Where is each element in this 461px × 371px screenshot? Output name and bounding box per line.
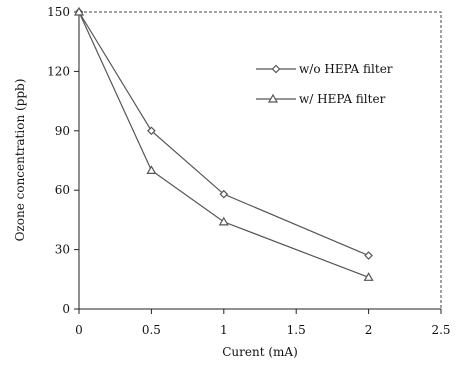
y-tick-label: 30 [55, 243, 70, 257]
x-ticks: 0 0.5 1 1.5 2 2.5 [75, 309, 451, 337]
data-point-diamond [364, 251, 373, 260]
series-line [78, 11, 369, 257]
legend: w/o HEPA filter w/ HEPA filter [256, 62, 393, 106]
y-tick-label: 90 [55, 124, 70, 138]
x-axis-title: Curent (mA) [222, 345, 298, 359]
x-tick-label: 2.5 [431, 323, 450, 337]
data-point-triangle [363, 272, 374, 281]
legend-diamond-marker [271, 64, 281, 74]
data-point-diamond [147, 126, 156, 136]
legend-item-without-hepa: w/o HEPA filter [256, 62, 393, 76]
y-tick-label: 60 [55, 183, 70, 197]
data-point-triangle [73, 6, 85, 16]
data-point-triangle [218, 216, 229, 226]
y-axis-title: Ozone concentration (ppb) [13, 79, 27, 242]
x-tick-label: 0 [75, 323, 83, 337]
series-line [78, 11, 369, 278]
legend-label-with-hepa: w/ HEPA filter [299, 92, 386, 106]
data-point-triangle [146, 165, 157, 174]
y-ticks: 0 30 60 90 120 150 [47, 5, 79, 316]
data-point-diamond [219, 189, 229, 199]
legend-label-without-hepa: w/o HEPA filter [299, 62, 393, 76]
series-with-hepa [73, 6, 374, 281]
y-tick-label: 0 [62, 302, 70, 316]
series-layer [73, 6, 374, 281]
y-tick-label: 120 [47, 64, 70, 78]
x-tick-label: 2 [365, 323, 373, 337]
x-tick-label: 1.5 [287, 323, 306, 337]
legend-triangle-marker [267, 93, 279, 103]
legend-item-with-hepa: w/ HEPA filter [256, 92, 386, 106]
y-tick-label: 150 [47, 5, 70, 19]
plot-frame [78, 11, 442, 310]
x-tick-label: 1 [220, 323, 228, 337]
x-tick-label: 0.5 [142, 323, 161, 337]
